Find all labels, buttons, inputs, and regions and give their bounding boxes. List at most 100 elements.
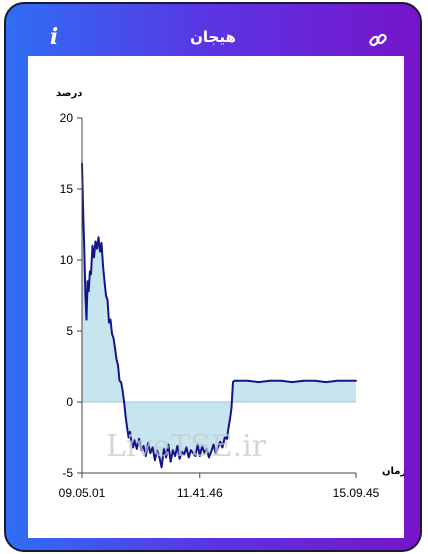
data-point — [100, 242, 103, 244]
data-point — [325, 381, 327, 383]
chart: LiveTSE.ir 20 15 10 5 0 -5 09.05.01 11.41.46 15.… — [56, 88, 404, 500]
data-point — [229, 418, 231, 420]
page-title: هیجان — [190, 28, 236, 46]
data-point — [217, 446, 219, 449]
link-icon[interactable] — [368, 30, 388, 50]
chart-card: LiveTSE.ir 20 15 10 5 0 -5 09.05.01 11.41.46 15.… — [28, 56, 404, 538]
x-tick-label: 15.09.45 — [333, 486, 380, 500]
data-point — [82, 209, 84, 212]
data-point — [91, 244, 94, 247]
data-point — [355, 379, 357, 382]
data-point — [183, 453, 186, 456]
data-point — [196, 443, 199, 446]
data-point — [102, 264, 104, 267]
y-axis-title: درصد — [56, 88, 82, 99]
data-point — [87, 290, 90, 293]
data-point — [174, 455, 177, 457]
data-point — [192, 452, 195, 454]
data-point — [172, 449, 174, 452]
data-point — [97, 236, 100, 239]
data-point — [156, 449, 159, 452]
data-point — [235, 379, 237, 382]
data-point — [212, 443, 215, 446]
data-point — [178, 457, 181, 460]
app-window: i هیجان LiveTSE.ir 20 15 10 5 0 -5 09.05.01 11.… — [4, 2, 422, 552]
data-point — [314, 379, 316, 382]
data-point — [158, 456, 161, 459]
data-point — [93, 256, 95, 259]
y-tick-label: 0 — [66, 395, 73, 409]
data-point — [83, 244, 86, 247]
data-point — [187, 456, 190, 459]
x-axis-title: زمان — [382, 466, 404, 477]
data-point — [149, 452, 152, 454]
y-tick-label: 5 — [66, 324, 73, 338]
data-point — [99, 250, 101, 253]
data-point — [118, 379, 121, 382]
data-point — [89, 270, 91, 273]
data-point — [130, 442, 133, 445]
data-point — [86, 280, 89, 283]
data-point — [140, 449, 143, 452]
data-point — [246, 379, 249, 382]
x-tick-label: 09.05.01 — [59, 486, 106, 500]
y-tick-label: 15 — [60, 182, 74, 196]
data-point — [190, 449, 192, 452]
data-point — [160, 466, 163, 469]
data-point — [163, 448, 165, 450]
data-point — [302, 379, 305, 382]
data-point — [291, 381, 294, 383]
data-point — [144, 455, 147, 457]
data-point — [106, 298, 109, 301]
data-point — [114, 347, 116, 349]
data-point — [111, 332, 113, 335]
data-point — [142, 445, 145, 447]
data-point — [214, 452, 217, 454]
data-point — [90, 273, 92, 276]
data-point — [336, 379, 339, 382]
data-point — [124, 415, 127, 418]
data-point — [138, 438, 140, 440]
data-point — [219, 440, 222, 443]
data-point — [94, 240, 97, 243]
data-point — [223, 436, 226, 439]
header: i هیجان — [6, 4, 420, 54]
y-tick-label: -5 — [62, 466, 73, 480]
data-point — [201, 445, 204, 447]
data-point — [108, 321, 110, 324]
data-point — [208, 456, 210, 459]
data-point — [103, 280, 106, 283]
info-icon[interactable]: i — [49, 24, 59, 50]
data-point — [112, 337, 115, 339]
series-line — [81, 163, 356, 469]
data-point — [194, 455, 197, 457]
data-point — [115, 358, 118, 361]
x-tick-label: 11.41.46 — [177, 486, 223, 500]
data-point — [232, 381, 234, 383]
data-point — [109, 318, 112, 321]
data-point — [123, 401, 125, 403]
data-point — [169, 460, 172, 463]
data-point — [167, 443, 170, 446]
data-point — [257, 381, 260, 383]
data-point — [133, 439, 136, 442]
data-point — [226, 438, 228, 440]
data-point — [198, 455, 201, 457]
data-point — [227, 426, 230, 429]
data-point — [127, 436, 130, 439]
data-point — [176, 445, 179, 447]
series-area — [82, 163, 356, 468]
data-point — [151, 446, 154, 449]
data-point — [210, 450, 213, 453]
data-point — [154, 459, 156, 462]
data-point — [221, 446, 224, 449]
data-point — [181, 450, 183, 453]
data-point — [205, 448, 208, 450]
data-point — [85, 318, 88, 321]
data-point — [84, 294, 87, 297]
data-point — [117, 364, 119, 366]
data-point — [147, 442, 149, 445]
data-point — [126, 426, 128, 429]
data-point — [347, 379, 350, 382]
y-tick-label: 10 — [60, 253, 74, 267]
